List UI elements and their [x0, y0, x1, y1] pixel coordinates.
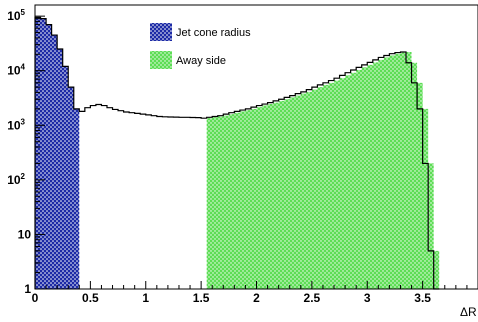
y-tick-label: 10	[18, 227, 32, 241]
x-tick-label: 1.5	[193, 291, 210, 305]
x-tick-label: 3	[364, 291, 371, 305]
x-tick-label: 3.5	[414, 291, 431, 305]
y-tick-label: 103	[7, 117, 25, 132]
y-tick-label: 1	[24, 282, 31, 296]
legend: Jet cone radius Away side	[150, 23, 251, 69]
x-tick-label: 2.5	[304, 291, 321, 305]
x-tick-label: 2	[253, 291, 260, 305]
legend-away-side-label: Away side	[176, 55, 226, 67]
y-tick-label: 104	[7, 63, 25, 78]
series-away-side	[206, 52, 440, 289]
series-jet-cone-radius	[35, 17, 80, 289]
x-tick-label: 1	[142, 291, 149, 305]
series-total-outline	[34, 16, 440, 290]
legend-away-side-swatch	[150, 51, 172, 69]
x-tick-label: 0.5	[82, 291, 99, 305]
x-axis: 0 0.5 1 1.5 2 2.5 3 3.5	[32, 281, 468, 305]
legend-jet-cone-radius-swatch	[150, 23, 172, 41]
area-fills	[35, 17, 440, 289]
y-tick-label: 105	[7, 8, 25, 23]
x-axis-title: ΔR	[460, 305, 477, 319]
y-tick-label: 102	[7, 172, 25, 187]
histogram-outline	[34, 16, 440, 290]
legend-jet-cone-radius-label: Jet cone radius	[176, 27, 251, 39]
x-tick-label: 0	[32, 291, 39, 305]
